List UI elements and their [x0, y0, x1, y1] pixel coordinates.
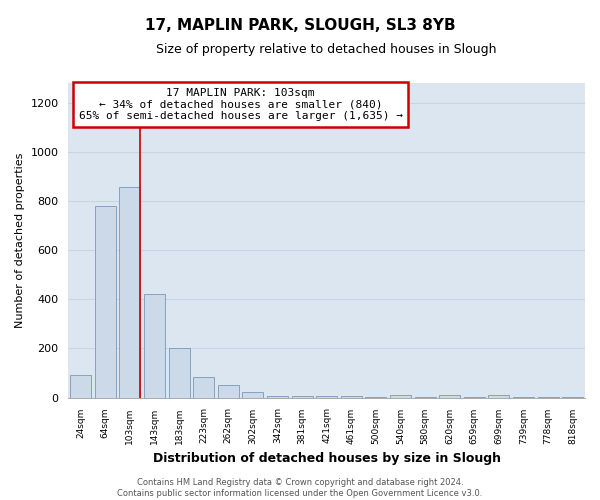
- Bar: [439, 394, 460, 398]
- Bar: [316, 396, 337, 398]
- Bar: [119, 188, 140, 398]
- Bar: [218, 385, 239, 398]
- Bar: [193, 376, 214, 398]
- Bar: [169, 348, 190, 398]
- Bar: [267, 396, 288, 398]
- Bar: [95, 206, 116, 398]
- Y-axis label: Number of detached properties: Number of detached properties: [15, 152, 25, 328]
- Bar: [390, 394, 411, 398]
- Bar: [292, 396, 313, 398]
- Bar: [341, 396, 362, 398]
- Title: Size of property relative to detached houses in Slough: Size of property relative to detached ho…: [157, 42, 497, 56]
- Text: 17 MAPLIN PARK: 103sqm
← 34% of detached houses are smaller (840)
65% of semi-de: 17 MAPLIN PARK: 103sqm ← 34% of detached…: [79, 88, 403, 121]
- Bar: [242, 392, 263, 398]
- Text: Contains HM Land Registry data © Crown copyright and database right 2024.
Contai: Contains HM Land Registry data © Crown c…: [118, 478, 482, 498]
- X-axis label: Distribution of detached houses by size in Slough: Distribution of detached houses by size …: [153, 452, 501, 465]
- Bar: [70, 376, 91, 398]
- Bar: [488, 394, 509, 398]
- Text: 17, MAPLIN PARK, SLOUGH, SL3 8YB: 17, MAPLIN PARK, SLOUGH, SL3 8YB: [145, 18, 455, 32]
- Bar: [144, 294, 165, 398]
